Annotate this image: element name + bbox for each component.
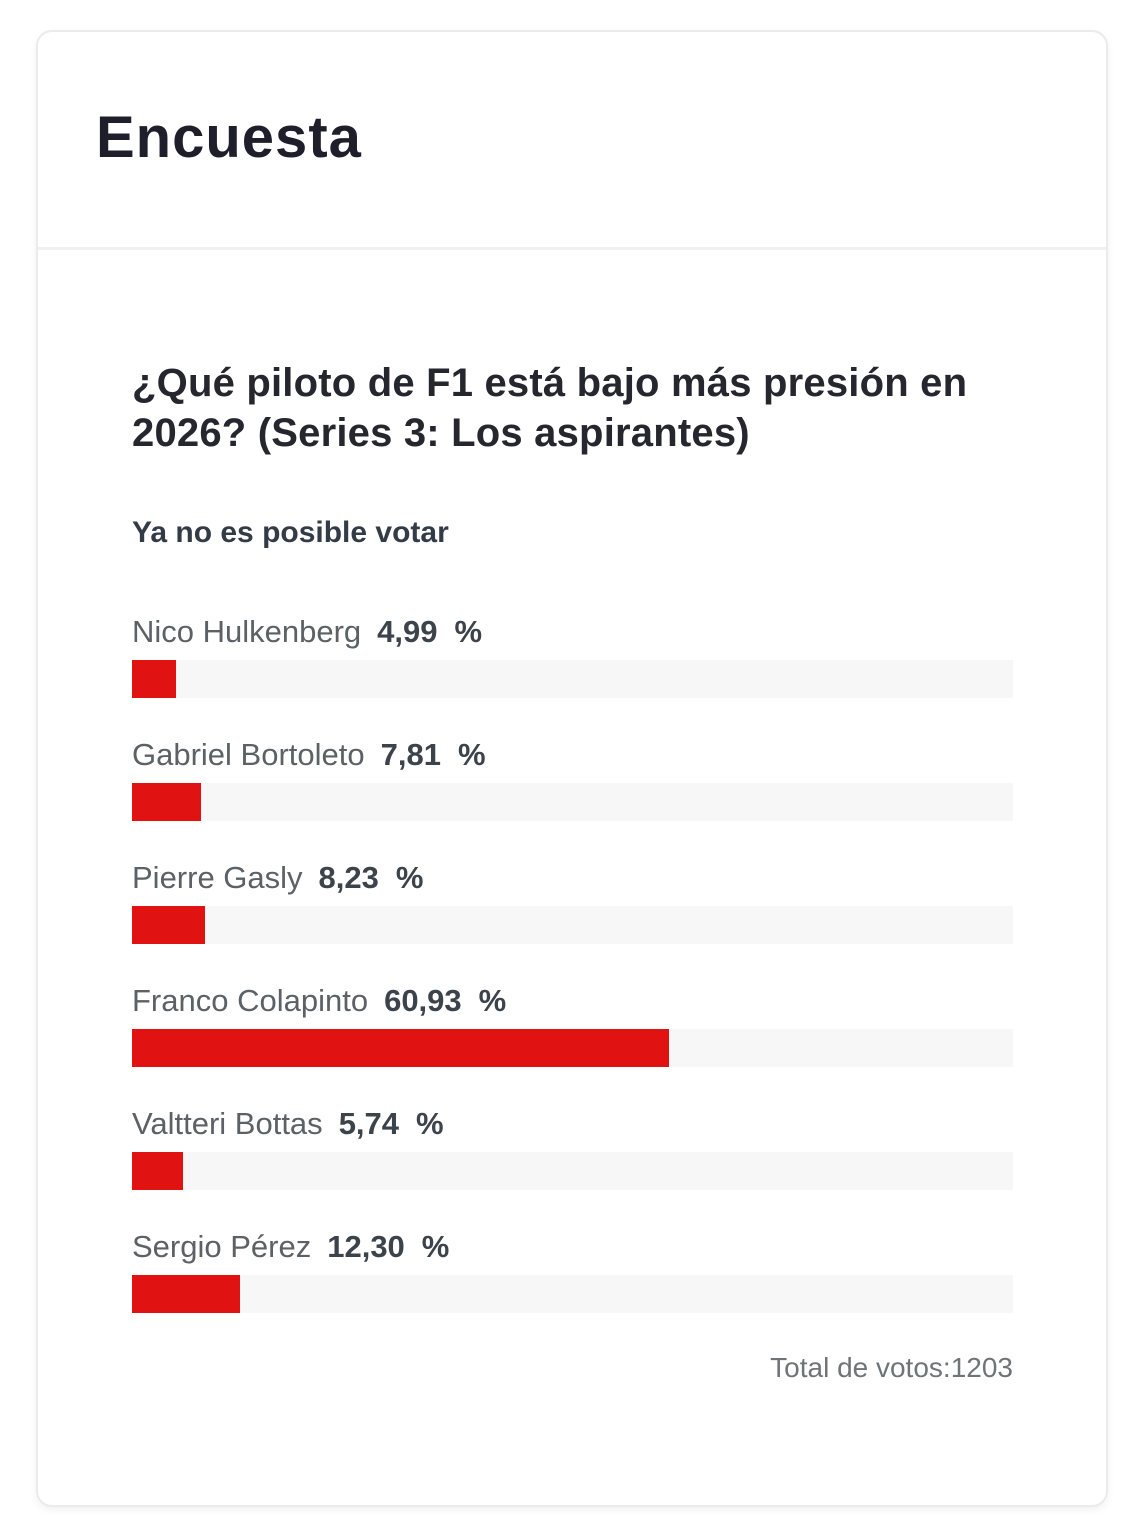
option-bar-fill bbox=[132, 1029, 669, 1067]
poll-closed-status: Ya no es posible votar bbox=[132, 516, 449, 549]
poll-option-row: Sergio Pérez 12,30 % bbox=[132, 1227, 1013, 1313]
percent-symbol: % bbox=[421, 1229, 450, 1264]
option-bar-fill bbox=[132, 783, 201, 821]
option-label: Nico Hulkenberg 4,99 % bbox=[132, 612, 1013, 652]
option-value: 7,81 bbox=[380, 737, 441, 772]
option-value: 60,93 bbox=[384, 983, 462, 1018]
option-value: 12,30 bbox=[327, 1229, 405, 1264]
percent-symbol: % bbox=[454, 614, 483, 649]
page-title: Encuesta bbox=[96, 105, 362, 170]
poll-option-row: Pierre Gasly 8,23 % bbox=[132, 858, 1013, 944]
option-label: Valtteri Bottas 5,74 % bbox=[132, 1104, 1013, 1144]
option-bar-track bbox=[132, 783, 1013, 821]
poll-card: Encuesta ¿Qué piloto de F1 está bajo más… bbox=[36, 30, 1108, 1507]
option-bar-track bbox=[132, 1275, 1013, 1313]
percent-symbol: % bbox=[478, 983, 507, 1018]
poll-option-row: Nico Hulkenberg 4,99 % bbox=[132, 612, 1013, 698]
option-name: Valtteri Bottas bbox=[132, 1106, 323, 1141]
option-bar-track bbox=[132, 1029, 1013, 1067]
option-value: 8,23 bbox=[318, 860, 379, 895]
option-name: Nico Hulkenberg bbox=[132, 614, 362, 649]
total-votes: Total de votos:1203 bbox=[132, 1350, 1013, 1386]
option-bar-track bbox=[132, 660, 1013, 698]
option-name: Franco Colapinto bbox=[132, 983, 369, 1018]
option-name: Sergio Pérez bbox=[132, 1229, 312, 1264]
option-bar-fill bbox=[132, 906, 205, 944]
poll-question: ¿Qué piloto de F1 está bajo más presión … bbox=[132, 361, 968, 455]
option-bar-fill bbox=[132, 1275, 241, 1313]
poll-card-header: Encuesta bbox=[38, 32, 1106, 250]
option-value: 5,74 bbox=[338, 1106, 400, 1141]
option-bar-fill bbox=[132, 1152, 183, 1190]
total-votes-label: Total de votos: bbox=[770, 1352, 951, 1383]
option-label: Gabriel Bortoleto 7,81 % bbox=[132, 735, 1013, 775]
poll-option-row: Gabriel Bortoleto 7,81 % bbox=[132, 735, 1013, 821]
percent-symbol: % bbox=[395, 860, 424, 895]
option-label: Sergio Pérez 12,30 % bbox=[132, 1227, 1013, 1267]
poll-card-body: ¿Qué piloto de F1 está bajo más presión … bbox=[38, 250, 1106, 1386]
option-bar-track bbox=[132, 906, 1013, 944]
poll-option-row: Valtteri Bottas 5,74 % bbox=[132, 1104, 1013, 1190]
percent-symbol: % bbox=[457, 737, 486, 772]
percent-symbol: % bbox=[416, 1106, 444, 1141]
option-name: Gabriel Bortoleto bbox=[132, 737, 365, 772]
option-label: Pierre Gasly 8,23 % bbox=[132, 858, 1013, 898]
option-name: Pierre Gasly bbox=[132, 860, 303, 895]
option-label: Franco Colapinto 60,93 % bbox=[132, 981, 1013, 1021]
option-value: 4,99 bbox=[377, 614, 438, 649]
total-votes-value: 1203 bbox=[950, 1352, 1013, 1383]
option-bar-track bbox=[132, 1152, 1013, 1190]
poll-option-row: Franco Colapinto 60,93 % bbox=[132, 981, 1013, 1067]
option-bar-fill bbox=[132, 660, 176, 698]
poll-results-list: Nico Hulkenberg 4,99 % Gabriel Bortoleto… bbox=[132, 612, 1013, 1313]
